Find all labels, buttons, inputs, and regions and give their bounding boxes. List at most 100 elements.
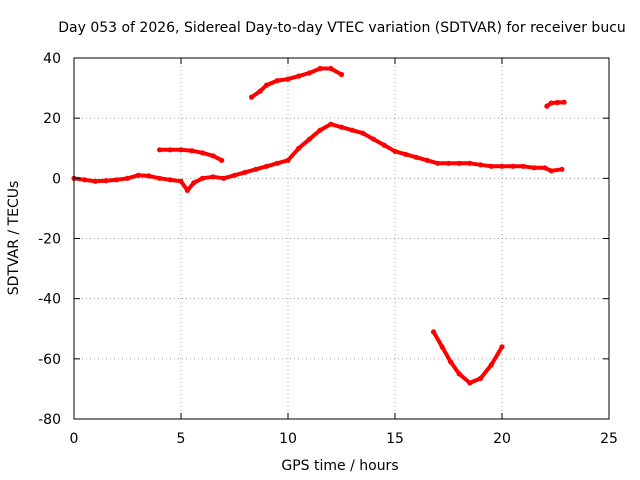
- data-point: [124, 175, 131, 181]
- x-axis-label: GPS time / hours: [281, 458, 398, 474]
- data-point: [381, 142, 387, 148]
- data-point: [157, 147, 163, 153]
- data-point: [445, 160, 452, 166]
- data-point: [92, 178, 98, 184]
- data-point: [191, 180, 197, 186]
- data-point: [392, 148, 398, 154]
- data-point: [317, 127, 323, 133]
- data-point: [285, 76, 291, 82]
- data-point: [146, 173, 152, 179]
- data-point: [184, 187, 190, 193]
- x-tick-label: 10: [279, 431, 297, 447]
- x-tick-label: 20: [493, 431, 511, 447]
- data-point: [510, 163, 516, 169]
- y-tick-label: -80: [38, 412, 61, 428]
- data-point: [178, 178, 184, 184]
- data-point: [157, 175, 163, 181]
- data-point: [478, 375, 484, 381]
- data-point: [328, 65, 334, 72]
- y-tick-label: -20: [38, 232, 61, 248]
- data-layer: [71, 65, 567, 386]
- data-point: [317, 65, 323, 72]
- data-point: [274, 160, 280, 166]
- data-point: [114, 177, 120, 183]
- tick-layer: 0 5 10 15 20 25 -80 -60 -40 -20 0 20 40: [38, 51, 618, 447]
- data-point: [403, 151, 409, 157]
- data-point: [338, 124, 345, 130]
- data-point: [467, 160, 473, 166]
- series-arc-near-25-tecu: [544, 100, 567, 109]
- data-point: [430, 329, 437, 335]
- data-point: [189, 148, 195, 154]
- data-point: [242, 169, 248, 175]
- data-point: [306, 70, 312, 76]
- data-point: [231, 172, 238, 178]
- data-point: [478, 162, 484, 168]
- y-tick-label: -60: [38, 352, 61, 368]
- data-point: [199, 175, 205, 181]
- data-point: [249, 94, 255, 100]
- data-point: [210, 174, 216, 180]
- y-tick-label: -40: [38, 292, 61, 308]
- data-point: [561, 99, 567, 105]
- data-point: [424, 157, 430, 163]
- x-tick-label: 15: [386, 431, 404, 447]
- data-point: [264, 163, 270, 169]
- data-point: [542, 165, 548, 171]
- data-point: [548, 168, 554, 174]
- data-point: [103, 178, 109, 184]
- series-arc-near-35-tecu: [249, 66, 344, 100]
- data-point: [199, 150, 205, 156]
- data-point: [285, 157, 291, 163]
- data-point: [559, 166, 565, 172]
- data-point: [296, 73, 302, 79]
- data-point: [338, 71, 345, 78]
- x-tick-label: 0: [70, 431, 79, 447]
- data-point: [371, 136, 377, 142]
- data-point: [413, 154, 419, 160]
- x-tick-label: 25: [600, 431, 618, 447]
- data-point: [210, 153, 216, 159]
- data-point: [135, 172, 141, 178]
- data-point: [360, 130, 366, 136]
- data-point: [274, 78, 280, 84]
- data-point: [82, 177, 88, 183]
- data-point: [253, 166, 259, 172]
- data-point: [257, 88, 263, 94]
- y-tick-label: 20: [43, 111, 61, 127]
- data-point: [499, 344, 505, 350]
- data-point: [439, 344, 445, 350]
- data-point: [178, 147, 184, 153]
- data-point: [306, 136, 312, 142]
- data-point: [349, 127, 355, 133]
- data-point: [456, 160, 462, 166]
- data-point: [531, 165, 537, 171]
- series-arc-near-minus-65-tecu: [431, 329, 504, 385]
- data-point: [467, 380, 473, 386]
- data-point: [520, 163, 527, 169]
- x-tick-label: 5: [177, 431, 186, 447]
- data-point: [488, 163, 494, 169]
- data-point: [264, 82, 270, 88]
- data-point: [296, 145, 302, 151]
- series-main-trace: [72, 122, 564, 193]
- data-point: [167, 177, 173, 183]
- y-axis-label: SDTVAR / TECUs: [6, 181, 22, 296]
- data-point: [221, 175, 227, 181]
- data-point: [435, 160, 441, 166]
- y-tick-label: 40: [43, 51, 61, 67]
- chart-title: Day 053 of 2026, Sidereal Day-to-day VTE…: [58, 20, 626, 36]
- grid-layer: [74, 58, 609, 419]
- data-point: [219, 157, 225, 163]
- data-point: [544, 103, 550, 109]
- y-tick-label: 0: [52, 171, 61, 187]
- data-point: [548, 100, 554, 106]
- data-point: [456, 371, 462, 377]
- data-point: [555, 99, 561, 106]
- data-point: [499, 163, 505, 169]
- data-point: [488, 362, 494, 368]
- data-point: [167, 147, 173, 153]
- data-point: [328, 121, 334, 127]
- data-point: [448, 359, 454, 365]
